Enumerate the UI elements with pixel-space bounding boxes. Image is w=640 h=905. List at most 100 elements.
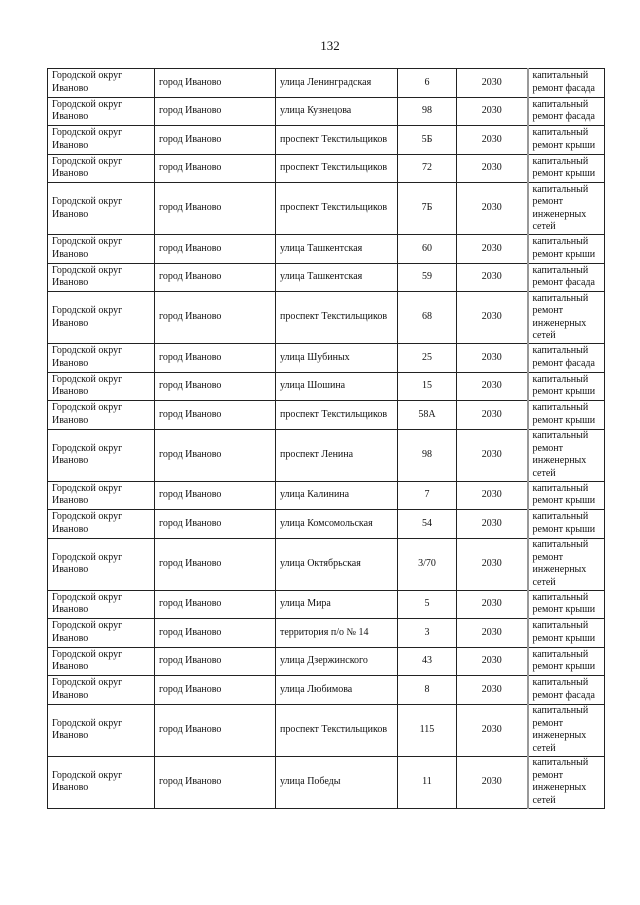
cell-year: 2030: [456, 428, 528, 482]
cell-house-number: 15: [397, 371, 457, 401]
cell-year: 2030: [456, 234, 528, 264]
cell-municipality: Городской округ Иваново: [47, 182, 155, 235]
cell-year: 2030: [456, 68, 528, 98]
table-row: Городской округ Иваново город Иваново улиц…: [47, 371, 605, 401]
table-row: Городской округ Иваново город Иваново улиц…: [47, 234, 605, 264]
cell-municipality: Городской округ Иваново: [47, 646, 155, 676]
cell-street: улица Победы: [275, 755, 398, 809]
table-row: Городской округ Иваново город Иваново прос…: [47, 400, 605, 430]
cell-settlement: город Иваново: [154, 125, 276, 155]
cell-settlement: город Иваново: [154, 537, 276, 591]
cell-work-type: капитальный ремонт крыши: [526, 125, 605, 155]
cell-street: проспект Текстильщиков: [275, 125, 398, 155]
cell-street: проспект Текстильщиков: [275, 703, 398, 757]
cell-settlement: город Иваново: [154, 96, 276, 126]
table-row: Городской округ Иваново город Иваново улиц…: [47, 646, 605, 676]
cell-house-number: 8: [397, 675, 457, 705]
cell-street: улица Мира: [275, 589, 398, 619]
cell-municipality: Городской округ Иваново: [47, 125, 155, 155]
cell-house-number: 115: [397, 703, 457, 757]
table-row: Городской округ Иваново город Иваново улиц…: [47, 589, 605, 619]
cell-year: 2030: [456, 371, 528, 401]
cell-settlement: город Иваново: [154, 755, 276, 809]
cell-year: 2030: [456, 291, 528, 344]
cell-street: улица Ташкентская: [275, 262, 398, 292]
cell-house-number: 60: [397, 234, 457, 264]
cell-settlement: город Иваново: [154, 618, 276, 648]
cell-house-number: 11: [397, 755, 457, 809]
cell-street: улица Октябрьская: [275, 537, 398, 591]
cell-street: проспект Текстильщиков: [275, 153, 398, 183]
cell-settlement: город Иваново: [154, 646, 276, 676]
cell-work-type: капитальный ремонт фасада: [526, 343, 605, 373]
cell-work-type: капитальный ремонт крыши: [526, 509, 605, 539]
cell-work-type: капитальный ремонт инженерных сетей: [526, 428, 605, 482]
cell-street: улица Шошина: [275, 371, 398, 401]
table-row: Городской округ Иваново город Иваново улиц…: [47, 537, 605, 591]
table-row: Городской округ Иваново город Иваново прос…: [47, 125, 605, 155]
cell-municipality: Городской округ Иваново: [47, 675, 155, 705]
cell-municipality: Городской округ Иваново: [47, 703, 155, 757]
cell-work-type: капитальный ремонт крыши: [526, 480, 605, 510]
cell-year: 2030: [456, 125, 528, 155]
cell-year: 2030: [456, 96, 528, 126]
cell-work-type: капитальный ремонт крыши: [526, 618, 605, 648]
cell-settlement: город Иваново: [154, 400, 276, 430]
cell-house-number: 3/70: [397, 537, 457, 591]
cell-street: улица Комсомольская: [275, 509, 398, 539]
cell-house-number: 3: [397, 618, 457, 648]
cell-work-type: капитальный ремонт фасада: [526, 675, 605, 705]
cell-work-type: капитальный ремонт инженерных сетей: [526, 291, 605, 344]
cell-settlement: город Иваново: [154, 675, 276, 705]
cell-work-type: капитальный ремонт крыши: [526, 400, 605, 430]
cell-year: 2030: [456, 646, 528, 676]
cell-year: 2030: [456, 182, 528, 235]
table-row: Городской округ Иваново город Иваново улиц…: [47, 509, 605, 539]
cell-year: 2030: [456, 153, 528, 183]
cell-settlement: город Иваново: [154, 703, 276, 757]
cell-work-type: капитальный ремонт фасада: [526, 262, 605, 292]
table-row: Городской округ Иваново город Иваново улиц…: [47, 96, 605, 126]
cell-house-number: 6: [397, 68, 457, 98]
cell-year: 2030: [456, 480, 528, 510]
cell-year: 2030: [456, 675, 528, 705]
cell-municipality: Городской округ Иваново: [47, 509, 155, 539]
cell-municipality: Городской округ Иваново: [47, 234, 155, 264]
table-row: Городской округ Иваново город Иваново улиц…: [47, 262, 605, 292]
cell-settlement: город Иваново: [154, 291, 276, 344]
table-row: Городской округ Иваново город Иваново улиц…: [47, 68, 605, 98]
cell-year: 2030: [456, 755, 528, 809]
cell-house-number: 5: [397, 589, 457, 619]
cell-street: проспект Текстильщиков: [275, 182, 398, 235]
cell-year: 2030: [456, 703, 528, 757]
cell-house-number: 5Б: [397, 125, 457, 155]
cell-street: улица Шубиных: [275, 343, 398, 373]
cell-house-number: 68: [397, 291, 457, 344]
cell-street: проспект Текстильщиков: [275, 291, 398, 344]
cell-settlement: город Иваново: [154, 509, 276, 539]
cell-street: проспект Ленина: [275, 428, 398, 482]
table-row: Городской округ Иваново город Иваново прос…: [47, 703, 605, 757]
cell-municipality: Городской округ Иваново: [47, 400, 155, 430]
table-row: Городской округ Иваново город Иваново улиц…: [47, 755, 605, 809]
cell-street: улица Ленинградская: [275, 68, 398, 98]
table-row: Городской округ Иваново город Иваново улиц…: [47, 480, 605, 510]
cell-settlement: город Иваново: [154, 428, 276, 482]
cell-municipality: Городской округ Иваново: [47, 262, 155, 292]
cell-street: улица Дзержинского: [275, 646, 398, 676]
cell-year: 2030: [456, 589, 528, 619]
cell-municipality: Городской округ Иваново: [47, 589, 155, 619]
cell-house-number: 72: [397, 153, 457, 183]
cell-house-number: 59: [397, 262, 457, 292]
cell-municipality: Городской округ Иваново: [47, 618, 155, 648]
cell-municipality: Городской округ Иваново: [47, 755, 155, 809]
cell-house-number: 7Б: [397, 182, 457, 235]
cell-work-type: капитальный ремонт крыши: [526, 153, 605, 183]
cell-year: 2030: [456, 400, 528, 430]
cell-municipality: Городской округ Иваново: [47, 96, 155, 126]
cell-house-number: 98: [397, 96, 457, 126]
cell-house-number: 25: [397, 343, 457, 373]
cell-settlement: город Иваново: [154, 234, 276, 264]
cell-municipality: Городской округ Иваново: [47, 68, 155, 98]
cell-year: 2030: [456, 262, 528, 292]
